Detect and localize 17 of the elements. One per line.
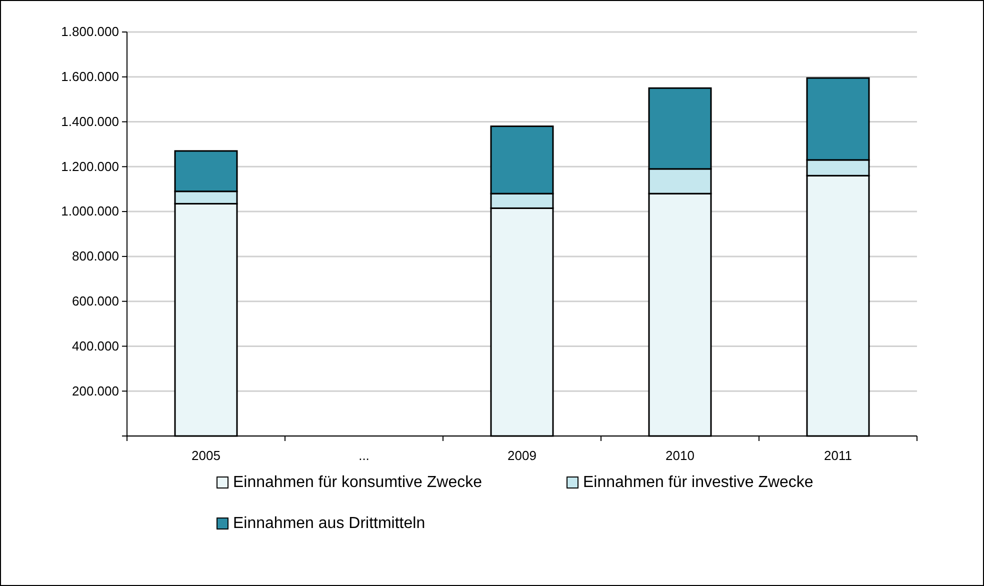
legend-label: Einnahmen für konsumtive Zwecke bbox=[233, 474, 482, 491]
legend-label: Einnahmen für investive Zwecke bbox=[583, 474, 814, 491]
y-tick-label: 1.800.000 bbox=[61, 24, 119, 40]
x-tick-label: 2010 bbox=[666, 448, 694, 463]
y-tick-label: 800.000 bbox=[72, 248, 119, 264]
y-tick-label: 1.600.000 bbox=[61, 69, 119, 84]
y-tick-label: 600.000 bbox=[72, 293, 119, 308]
x-tick-label: 2011 bbox=[824, 448, 852, 463]
y-tick-label: 400.000 bbox=[72, 338, 119, 354]
y-tick-label: 1.000.000 bbox=[61, 204, 119, 219]
y-tick-label: 200.000 bbox=[72, 383, 119, 398]
x-tick-label: 2005 bbox=[192, 448, 220, 463]
x-tick-label: 2009 bbox=[508, 448, 536, 463]
legend-label: Einnahmen aus Drittmitteln bbox=[233, 515, 426, 532]
y-tick-label: 1.400.000 bbox=[61, 114, 119, 129]
x-tick-label: ... bbox=[358, 448, 370, 463]
y-tick-label: 1.200.000 bbox=[61, 158, 119, 174]
